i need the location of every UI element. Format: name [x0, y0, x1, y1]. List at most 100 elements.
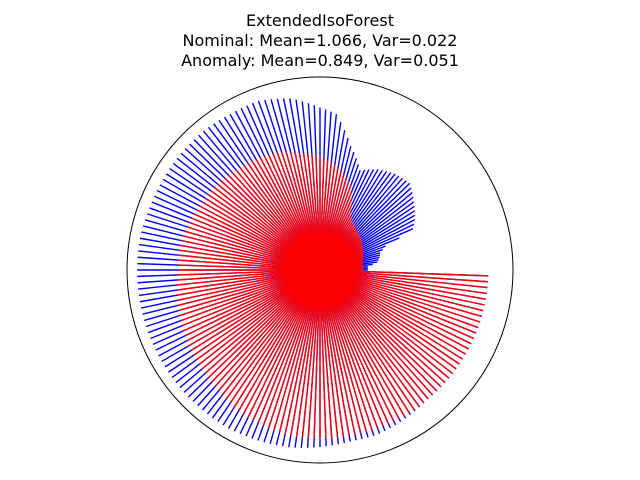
- series-1-bar: [182, 235, 321, 271]
- series-1-bar: [218, 269, 321, 391]
- series-1-bar: [201, 201, 321, 271]
- series-1-bar: [276, 152, 321, 271]
- series-1-bar: [191, 217, 321, 271]
- series-1-bar: [243, 164, 321, 271]
- series-1-bar: [198, 205, 321, 271]
- series-1-bar: [193, 269, 321, 356]
- series-1-bar: [196, 269, 321, 361]
- series-1-bar: [319, 269, 488, 289]
- series-1-bar: [176, 269, 321, 291]
- series-1-bar: [204, 197, 321, 271]
- series-1-bar: [319, 269, 485, 306]
- polar-frame: [126, 76, 514, 464]
- series-1-bar: [319, 269, 429, 400]
- series-1-bar: [319, 269, 362, 434]
- series-1-bar: [217, 183, 321, 271]
- series-1-bar: [319, 269, 438, 392]
- series-1-bar: [251, 160, 321, 271]
- series-1-bar: [176, 269, 321, 286]
- series-1-bar: [284, 269, 321, 435]
- chart-subtitle-anomaly: Anomaly: Mean=0.849, Var=0.051: [181, 51, 459, 70]
- series-1-bar: [183, 269, 321, 332]
- series-1-bar: [191, 269, 321, 351]
- series-1-bar: [319, 269, 356, 435]
- series-1-bar: [208, 269, 321, 379]
- series-1-bar: [201, 269, 321, 370]
- series-1-bar: [290, 269, 321, 436]
- series-1-bar: [263, 155, 321, 271]
- series-1-bar: [177, 269, 321, 307]
- series-1-bar: [238, 269, 321, 412]
- series-1-bar: [319, 269, 479, 329]
- series-1-bar: [176, 269, 321, 281]
- series-1-bar: [204, 269, 321, 374]
- series-1-bar: [319, 269, 464, 360]
- series-1-bar: [319, 269, 395, 422]
- series-1-bar: [319, 269, 489, 277]
- series-1-bar: [178, 269, 321, 312]
- series-1-bar: [247, 269, 321, 418]
- series-1-bar: [184, 230, 321, 271]
- series-1-bar: [319, 269, 488, 283]
- series-1-bar: [188, 221, 321, 271]
- chart-title: ExtendedIsoForest: [246, 11, 394, 30]
- series-1-bar: [319, 269, 405, 417]
- series-1-bar: [257, 269, 321, 424]
- series-1-bar: [319, 269, 460, 365]
- series-1-bar: [179, 244, 321, 271]
- series-1-bar: [273, 269, 321, 431]
- series-1-bar: [235, 169, 321, 271]
- series-1-bar: [229, 269, 321, 404]
- series-1-bar: [262, 269, 321, 426]
- series-1-bar: [233, 269, 321, 408]
- series-1-bar: [247, 162, 321, 271]
- series-1-bar: [193, 213, 321, 271]
- series-1-bar: [272, 153, 321, 271]
- series-1-bar: [181, 269, 321, 327]
- series-1-bar: [319, 269, 379, 429]
- series-1-bar: [319, 269, 481, 323]
- series-1-bar: [319, 269, 457, 370]
- series-1-bar: [259, 157, 321, 271]
- series-1-bar: [319, 269, 475, 340]
- chart-title-block: ExtendedIsoForest Nominal: Mean=1.066, V…: [0, 11, 640, 71]
- series-1-bar: [278, 269, 321, 433]
- series-1-bar: [319, 269, 484, 312]
- series-1-bar: [319, 269, 486, 300]
- series-1-bar: [177, 269, 321, 301]
- series-1-bar: [214, 269, 321, 387]
- series-1-bar: [207, 193, 321, 271]
- series-1-bar: [252, 269, 321, 421]
- series-1-bar: [319, 269, 384, 427]
- series-1-bar: [239, 167, 321, 271]
- series-1-bar: [319, 269, 487, 295]
- series-1-bar: [198, 269, 321, 365]
- series-1-bar: [319, 269, 350, 436]
- series-1-bar: [319, 269, 327, 439]
- series-1-bar: [177, 269, 321, 276]
- series-1-bar: [319, 269, 454, 375]
- series-1-bar: [319, 269, 400, 419]
- series-1-bar: [285, 152, 321, 271]
- series-1-bar: [268, 154, 321, 271]
- series-1-bar: [319, 269, 425, 404]
- series-1-bar: [319, 269, 446, 384]
- series-1-bar: [319, 269, 339, 438]
- series-1-bar: [319, 269, 469, 350]
- series-1-bar: [319, 269, 450, 379]
- series-1-bar: [176, 269, 321, 296]
- series-1-bar: [220, 180, 321, 271]
- series-1-bar: [295, 269, 321, 437]
- series-1-bar: [179, 269, 321, 317]
- series-1-bar: [179, 249, 321, 271]
- series-1-bar: [319, 269, 467, 355]
- bars-layer: [137, 98, 489, 448]
- series-1-bar: [177, 264, 321, 271]
- series-1-bar: [319, 269, 373, 431]
- series-1-bar: [307, 269, 321, 438]
- series-1-bar: [319, 269, 477, 334]
- series-1-bar: [268, 269, 321, 429]
- series-1-bar: [210, 190, 321, 271]
- series-1-bar: [319, 269, 442, 388]
- series-1-bar: [181, 239, 321, 271]
